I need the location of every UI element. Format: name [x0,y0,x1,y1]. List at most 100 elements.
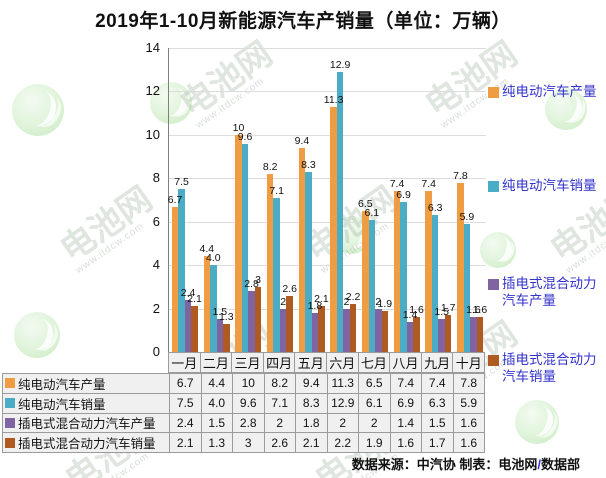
table-cell: 6.5 [359,374,390,393]
bar-group [359,48,391,352]
table-cell: 6.1 [359,393,390,413]
legend-swatch-icon [488,87,499,98]
bar-value-label: 2 [343,295,350,308]
bar-value-label: 7.5 [174,176,189,189]
bar-纯电动汽车产量 [425,191,432,352]
table-cell: 9.6 [233,393,264,413]
series-swatch-icon [5,437,15,448]
x-axis-label-cell: 九月 [421,353,453,372]
bar-value-label: 10 [232,121,245,134]
y-axis-tick-label: 14 [145,40,160,55]
bar-value-label: 7.4 [389,178,405,191]
bar-插电式混合动力汽车销量 [286,295,293,352]
table-cell: 7.5 [170,393,201,413]
table-cell: 7.4 [422,374,453,393]
bar-纯电动汽车销量 [305,171,312,352]
table-cell: 2 [327,413,358,433]
bar-value-label: 9.4 [294,134,310,147]
source-note: 数据来源：中汽协 制表：电池网/数据部 [352,454,580,473]
table-row-label-text: 纯电动汽车产量 [18,377,106,392]
bar-插电式混合动力汽车销量 [413,317,420,352]
bar-插电式混合动力汽车销量 [254,286,262,352]
bar-插电式混合动力汽车产量 [470,317,477,352]
y-axis-tick-label: 2 [152,300,160,316]
chart-title: 2019年1-10月新能源汽车产销量（单位：万辆） [95,11,511,32]
source-slash: / [537,457,541,472]
bar-插电式混合动力汽车产量 [311,312,319,352]
legend-label: 纯电动汽车销量 [502,178,597,193]
y-axis-tick-label: 8 [152,170,160,186]
legend-item: 纯电动汽车销量 [488,178,597,195]
gridline [169,221,486,223]
bar-纯电动汽车产量 [171,206,179,352]
bar-value-label: 5.9 [459,210,475,223]
bar-value-label: 7.8 [453,169,468,182]
bar-纯电动汽车产量 [266,173,274,352]
bar-value-label: 2 [375,295,382,308]
table-cell: 6.7 [170,374,201,393]
source-dept: 数据部 [540,457,580,472]
table-row-label-text: 插电式混合动力汽车销量 [18,437,156,452]
plot-area: 6.7 7.5 2.4 2.1 4.4 4.0 1.5 1.3 10 9.6 2.8 3 8.2 7.1 2… [168,48,488,352]
bar-value-label: 1.6 [472,304,488,317]
y-axis-tick-label: 6 [152,213,160,229]
bar-value-label: 12.9 [329,58,351,71]
legend-label: 插电式混合动力汽车销量 [502,352,597,384]
bar-group [264,48,296,352]
source-text: 数据来源：中汽协 制表：电池网 [351,457,538,472]
table-cell: 2 [264,413,295,433]
bar-value-label: 1.4 [402,308,418,321]
bar-value-label: 8.3 [301,158,316,171]
table-cell: 4.4 [201,374,232,393]
watermark-globe-icon [14,312,60,358]
bar-纯电动汽车销量 [400,202,407,352]
table-cell: 12.9 [327,393,358,413]
table-cell: 1.3 [201,433,232,452]
table-cell: 8.3 [296,393,327,413]
y-axis-tick-label: 4 [152,257,160,273]
bar-纯电动汽车产量 [393,191,401,352]
table-row-label-text: 插电式混合动力汽车产量 [18,417,156,432]
bar-value-label: 2.8 [244,278,259,291]
bar-纯电动汽车产量 [298,147,306,352]
bar-纯电动汽车销量 [336,71,344,352]
series-swatch-icon [5,417,15,428]
table-cell: 9.4 [296,374,327,393]
table-cell: 2.4 [170,413,201,433]
x-axis-label-cell: 一月 [169,353,200,372]
table-cell: 1.5 [201,413,232,433]
bar-纯电动汽车产量 [203,256,211,352]
table-cell: 1.6 [453,433,484,452]
bar-value-label: 11.3 [323,93,344,106]
gridline [169,178,486,180]
table-cell: 7.8 [453,374,484,393]
bar-value-label: 4.0 [205,252,221,265]
bar-value-label: 2.4 [180,286,196,299]
table-row-label-text: 纯电动汽车销量 [18,397,106,412]
table-cell: 6.3 [422,393,453,413]
bar-纯电动汽车产量 [235,134,242,352]
bar-group [232,48,264,352]
bar-value-label: 4.4 [199,243,215,256]
bar-纯电动汽车销量 [431,215,439,352]
table-cell: 6.9 [390,393,421,413]
bar-插电式混合动力汽车销量 [476,317,484,352]
bar-group [201,48,233,352]
legend-item: 纯电动汽车产量 [488,84,597,101]
bar-group [169,48,201,352]
x-axis-label-cell: 七月 [358,353,390,372]
bar-插电式混合动力汽车销量 [381,310,389,352]
table-cell: 2.6 [264,433,295,452]
legend-swatch-icon [488,181,499,192]
series-swatch-icon [5,398,15,409]
table-cell: 1.7 [422,433,453,452]
table-cell: 2.2 [327,433,358,452]
bar-value-label: 6.5 [357,197,373,210]
table-row-label: 纯电动汽车销量 [3,393,169,413]
bar-插电式混合动力汽车销量 [318,306,325,352]
legend-label: 插电式混合动力汽车产量 [502,276,597,308]
table-row-label: 插电式混合动力汽车销量 [3,433,169,452]
table-cell: 1.6 [453,413,484,433]
series-swatch-icon [5,378,15,389]
